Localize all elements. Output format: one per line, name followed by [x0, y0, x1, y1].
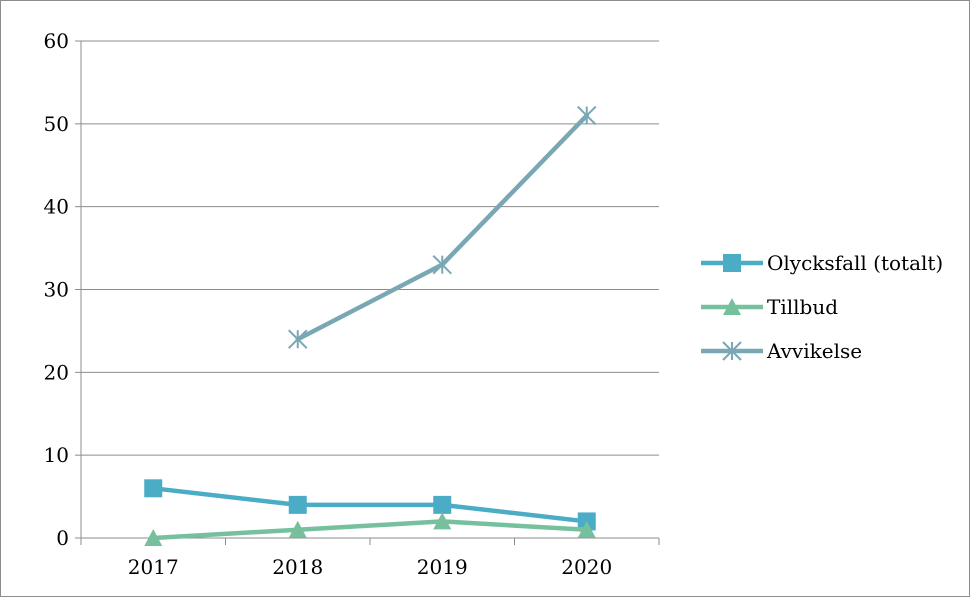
series-2 — [288, 105, 597, 349]
legend-label: Olycksfall (totalt) — [767, 251, 943, 275]
data-point-0-2018 — [288, 495, 307, 514]
data-point-2-2019 — [432, 254, 452, 275]
x-tick-label-2020: 2020 — [561, 555, 612, 579]
series-1 — [144, 512, 596, 546]
x-tick-label-2019: 2019 — [417, 555, 468, 579]
data-point-0-2017 — [144, 479, 163, 498]
y-tick-label: 20 — [44, 360, 69, 384]
y-tick-label: 40 — [44, 195, 69, 219]
legend-marker — [723, 298, 741, 315]
y-tick-label: 30 — [44, 278, 69, 302]
data-point-1-2017 — [144, 529, 163, 546]
series-line-1 — [151, 519, 589, 541]
series-line-0 — [151, 486, 589, 524]
legend-label: Avvikelse — [766, 339, 862, 363]
y-tick-label: 50 — [44, 112, 69, 136]
axes: 0 10 20 30 40 50 60 2017 2018 2019 2020 — [44, 29, 660, 579]
y-tick-label: 10 — [44, 443, 69, 467]
legend-marker — [723, 254, 741, 272]
legend-item-0: Olycksfall (totalt) — [701, 251, 943, 275]
grid-lines — [81, 40, 659, 456]
data-point-2-2020 — [577, 105, 597, 126]
legend-item-2: Avvikelse — [701, 339, 862, 363]
series-line-2 — [295, 113, 589, 342]
x-tick-label-2017: 2017 — [128, 555, 179, 579]
legend-marker — [722, 341, 742, 361]
data-point-1-2019 — [433, 512, 452, 530]
legend-item-1: Tillbud — [701, 295, 838, 319]
data-point-2-2018 — [288, 329, 308, 349]
y-tick-label: 60 — [44, 29, 69, 53]
data-point-0-2019 — [433, 495, 452, 514]
x-tick-label-2018: 2018 — [272, 555, 323, 579]
series-0 — [144, 479, 596, 531]
data-point-1-2020 — [577, 520, 596, 538]
y-tick-label: 0 — [56, 526, 69, 550]
legend: Olycksfall (totalt) Tillbud Avvikelse — [701, 251, 943, 363]
legend-label: Tillbud — [767, 295, 838, 319]
data-point-1-2018 — [288, 520, 307, 538]
series-layer — [144, 105, 597, 546]
